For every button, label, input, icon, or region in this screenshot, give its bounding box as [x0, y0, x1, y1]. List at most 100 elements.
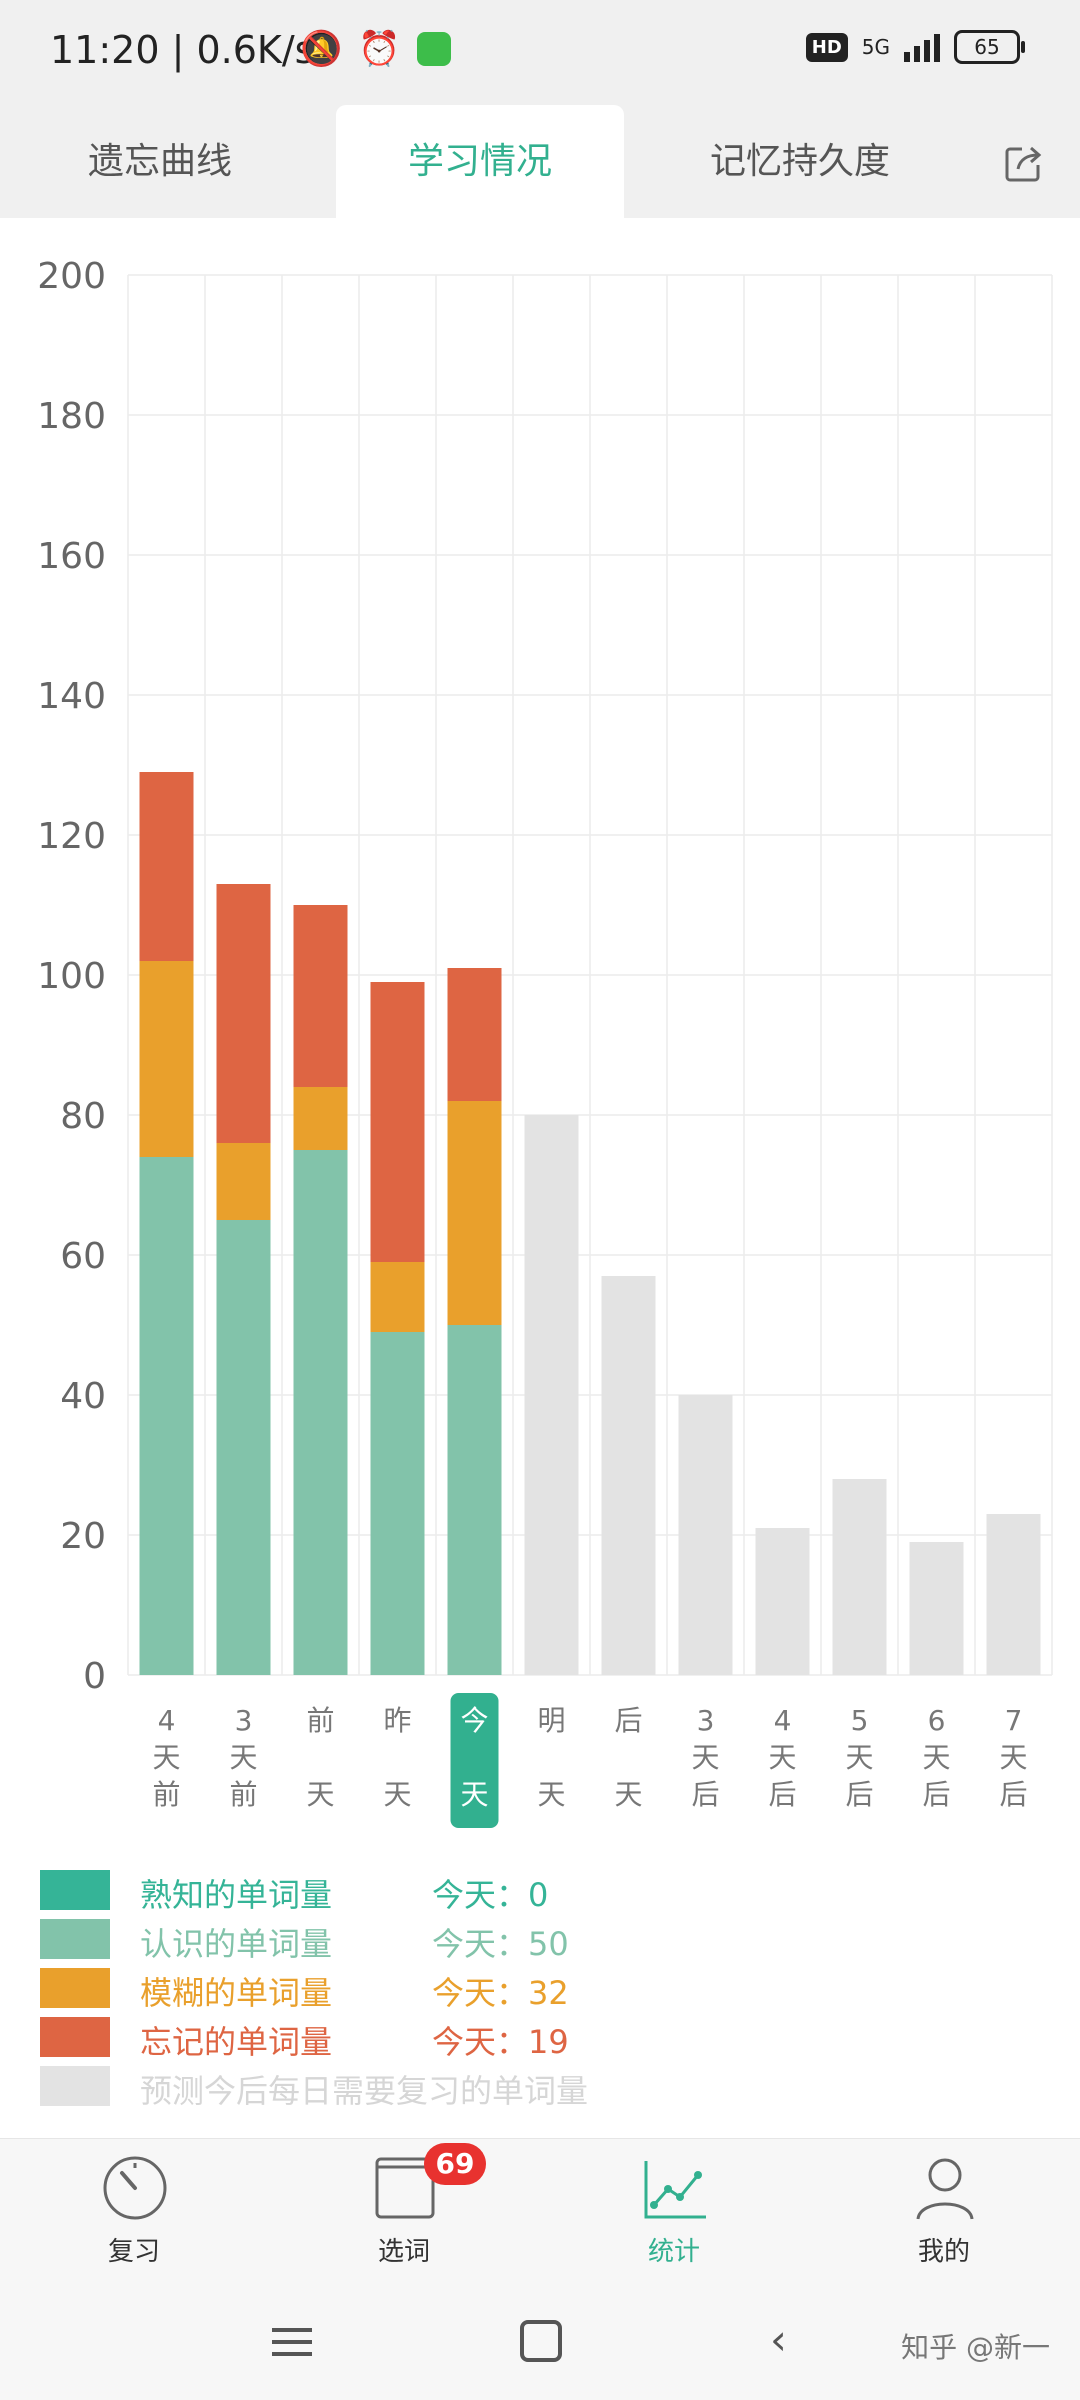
battery-level: 65	[974, 35, 1000, 59]
back-icon[interactable]: ‹	[770, 2315, 787, 2364]
legend-item: 预测今后每日需要复习的单词量	[40, 2062, 1040, 2111]
home-icon[interactable]	[520, 2320, 562, 2362]
legend-item: 认识的单词量 今天：50	[40, 1915, 1040, 1964]
system-nav-bar: ‹ 知乎 @新一	[0, 2280, 1080, 2400]
nav-label: 选词	[377, 2237, 430, 2267]
alarm-icon: ⏰	[358, 29, 401, 69]
bar-segment	[832, 1479, 887, 1675]
wechat-icon	[416, 32, 451, 66]
nav-me[interactable]: 我的	[844, 2139, 1044, 2281]
tab-label: 学习情况	[407, 141, 552, 182]
bar-segment	[370, 1332, 425, 1675]
x-tick-label: 天	[922, 1741, 950, 1774]
legend-label: 熟知的单词量	[140, 1876, 333, 1914]
bar-segment	[986, 1514, 1041, 1675]
legend-label: 认识的单词量	[140, 1925, 333, 1963]
tab-bar: 遗忘曲线 学习情况 记忆持久度	[0, 105, 1080, 218]
bar-segment	[139, 772, 194, 961]
nav-label: 复习	[107, 2237, 160, 2267]
bar-segment	[370, 982, 425, 1262]
legend-item: 熟知的单词量 今天：0	[40, 1866, 1040, 1915]
x-tick-label: 3	[235, 1704, 253, 1737]
y-tick-label: 180	[37, 396, 106, 437]
x-tick-label: 天	[460, 1778, 488, 1811]
bar-segment	[447, 1325, 502, 1675]
legend-today-value: 今天：19	[432, 2023, 569, 2061]
bar-segment	[293, 1087, 348, 1150]
x-tick-label: 天	[845, 1741, 873, 1774]
status-right: HD 5G 65	[805, 30, 1025, 64]
x-tick-label: 天	[999, 1741, 1027, 1774]
bar-segment	[293, 905, 348, 1087]
person-icon	[916, 2158, 974, 2220]
status-icons-left: 🔕 ⏰	[300, 28, 451, 70]
bar-segment	[601, 1276, 656, 1675]
bar-segment	[139, 1157, 194, 1675]
status-bar: 11:20 | 0.6K/s 🔕 ⏰ HD 5G 65	[0, 0, 1080, 105]
x-tick-label: 5	[851, 1704, 869, 1737]
bar-segment	[293, 1150, 348, 1675]
x-tick-label: 4	[774, 1704, 792, 1737]
legend-today-value: 今天：50	[432, 1925, 569, 1963]
nav-review[interactable]: 复习	[34, 2139, 234, 2281]
chart-legend: 熟知的单词量 今天：0 认识的单词量 今天：50 模糊的单词量 今天：32 忘记…	[40, 1866, 1040, 2111]
legend-label: 模糊的单词量	[140, 1974, 333, 2012]
battery-icon: 65	[954, 30, 1025, 64]
status-time: 11:20 | 0.6K/s	[50, 28, 315, 72]
x-tick-label: 天	[691, 1741, 719, 1774]
share-icon[interactable]	[1004, 143, 1044, 183]
menu-icon[interactable]	[272, 2320, 312, 2364]
x-tick-label: 4	[158, 1704, 176, 1737]
bar-segment	[216, 884, 271, 1143]
legend-today-value: 今天：0	[432, 1876, 549, 1914]
x-tick-label: 天	[229, 1741, 257, 1774]
bar-segment	[678, 1395, 733, 1675]
x-tick-label: 后	[845, 1778, 873, 1811]
dial-icon	[103, 2156, 167, 2220]
tab-forgetting-curve[interactable]: 遗忘曲线	[0, 105, 320, 218]
x-tick-label: 6	[928, 1704, 946, 1737]
bar-segment	[524, 1115, 579, 1675]
x-tick-label: 天	[306, 1778, 334, 1811]
legend-label: 忘记的单词量	[140, 2023, 333, 2061]
x-tick-label: 天	[768, 1741, 796, 1774]
legend-swatch-forgotten	[40, 2017, 110, 2057]
x-tick-label: 后	[691, 1778, 719, 1811]
x-tick-label: 后	[999, 1778, 1027, 1811]
y-tick-label: 40	[60, 1376, 106, 1417]
bottom-nav: 复习 69 选词 统计 我的	[0, 2138, 1080, 2281]
network-type: 5G	[861, 35, 890, 59]
x-tick-label: 前	[306, 1704, 334, 1737]
tab-study-status[interactable]: 学习情况	[336, 105, 624, 218]
legend-item: 模糊的单词量 今天：32	[40, 1964, 1040, 2013]
hd-badge: HD	[805, 32, 848, 62]
bar-segment	[216, 1220, 271, 1675]
y-tick-label: 100	[37, 956, 106, 997]
nav-statistics[interactable]: 统计	[574, 2139, 774, 2281]
mute-bell-icon: 🔕	[300, 29, 343, 69]
x-tick-label: 7	[1005, 1704, 1023, 1737]
bar-segment	[909, 1542, 964, 1675]
y-tick-label: 20	[60, 1516, 106, 1557]
legend-today-value: 今天：32	[432, 1974, 569, 2012]
nav-select-words[interactable]: 69 选词	[304, 2139, 504, 2281]
x-tick-label: 3	[697, 1704, 715, 1737]
legend-label: 预测今后每日需要复习的单词量	[140, 2072, 589, 2110]
nav-label: 我的	[917, 2237, 970, 2267]
y-tick-label: 160	[37, 536, 106, 577]
y-tick-label: 60	[60, 1236, 106, 1277]
watermark: 知乎 @新一	[901, 2331, 1050, 2364]
x-tick-label: 后	[768, 1778, 796, 1811]
y-tick-label: 200	[37, 256, 106, 297]
count-badge: 69	[424, 2143, 486, 2185]
study-chart: 0 20 40 60 80 100 120 140 160 180 200 4 天前 3 天前前天昨天今天明…	[0, 218, 1080, 1848]
tab-memory-duration[interactable]: 记忆持久度	[640, 105, 960, 218]
x-tick-label: 今	[460, 1704, 488, 1737]
x-tick-label: 天	[614, 1778, 642, 1811]
x-tick-label: 前	[152, 1778, 180, 1811]
bar-segment	[755, 1528, 810, 1675]
x-tick-label: 后	[614, 1704, 642, 1737]
y-tick-label: 140	[37, 676, 106, 717]
legend-swatch-recognized	[40, 1919, 110, 1959]
nav-label: 统计	[647, 2237, 700, 2267]
